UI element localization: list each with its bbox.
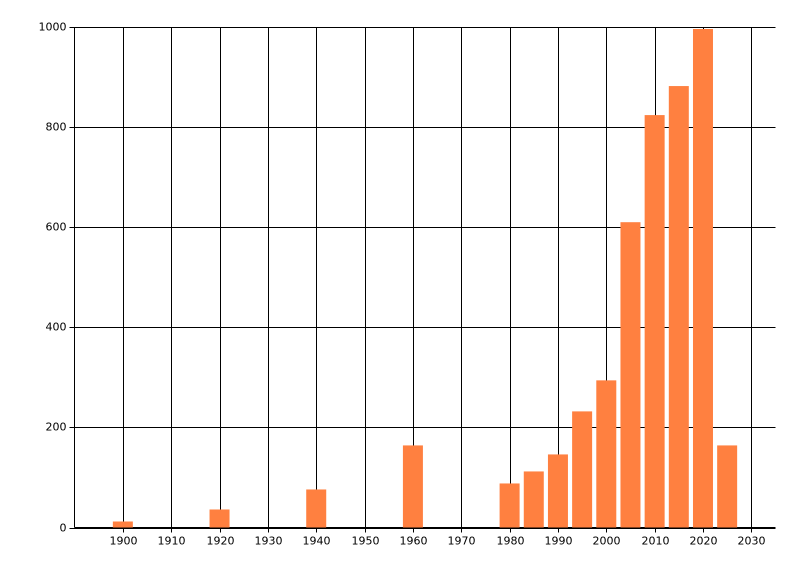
bar <box>644 115 665 528</box>
x-tick-label: 1910 <box>158 535 186 548</box>
x-tick-label: 2000 <box>593 535 621 548</box>
x-tick-label: 2020 <box>690 535 718 548</box>
y-tick-label: 0 <box>60 522 67 535</box>
bar <box>306 489 327 528</box>
x-tick-label: 2010 <box>642 535 670 548</box>
bar <box>717 445 738 528</box>
bar <box>112 521 133 528</box>
y-tick-label: 800 <box>46 121 67 134</box>
bar <box>692 29 713 528</box>
x-tick-label: 1990 <box>545 535 573 548</box>
y-tick-label: 400 <box>46 321 67 334</box>
x-tick-label: 1960 <box>400 535 428 548</box>
bar <box>572 411 593 528</box>
x-tick-label: 2030 <box>738 535 766 548</box>
x-tick-label: 1920 <box>207 535 235 548</box>
bar <box>499 483 520 528</box>
x-tick-label: 1940 <box>303 535 331 548</box>
bar <box>523 471 544 528</box>
x-tick-label: 1900 <box>110 535 138 548</box>
x-tick-label: 1930 <box>255 535 283 548</box>
bar <box>668 86 689 528</box>
bar <box>402 445 423 528</box>
x-tick-label: 1950 <box>352 535 380 548</box>
y-tick-label: 200 <box>46 421 67 434</box>
bar <box>209 509 230 528</box>
bar <box>620 222 641 528</box>
bar <box>596 380 617 528</box>
x-tick-label: 1980 <box>497 535 525 548</box>
y-tick-label: 600 <box>46 221 67 234</box>
bar <box>547 454 568 528</box>
y-tick-label: 1000 <box>39 21 67 34</box>
x-tick-label: 1970 <box>448 535 476 548</box>
